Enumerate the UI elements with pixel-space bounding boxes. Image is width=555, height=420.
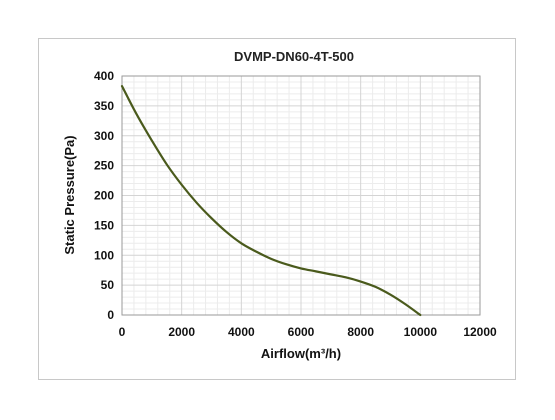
x-tick-label: 6000 bbox=[288, 325, 315, 339]
x-tick-label: 4000 bbox=[228, 325, 255, 339]
x-tick-label: 2000 bbox=[168, 325, 195, 339]
x-tick-label: 0 bbox=[119, 325, 126, 339]
y-tick-label: 0 bbox=[107, 308, 114, 322]
y-axis-ticks: 0 50 100 150 200 250 300 350 400 bbox=[94, 69, 114, 322]
y-tick-label: 350 bbox=[94, 99, 114, 113]
plot-area-border bbox=[121, 75, 481, 316]
x-axis-label: Airflow(m³/h) bbox=[261, 346, 341, 361]
y-tick-label: 50 bbox=[101, 278, 115, 292]
series-layer bbox=[120, 85, 422, 317]
y-tick-label: 100 bbox=[94, 248, 114, 262]
y-tick-label: 150 bbox=[94, 218, 114, 232]
x-tick-label: 12000 bbox=[463, 325, 497, 339]
x-tick-label: 8000 bbox=[347, 325, 374, 339]
y-tick-label: 250 bbox=[94, 159, 114, 173]
x-axis-ticks: 0 2000 4000 6000 8000 10000 12000 bbox=[119, 325, 497, 339]
y-tick-label: 400 bbox=[94, 69, 114, 83]
y-tick-label: 200 bbox=[94, 189, 114, 203]
x-tick-label: 10000 bbox=[404, 325, 438, 339]
series-line bbox=[120, 85, 422, 317]
chart-title: DVMP-DN60-4T-500 bbox=[234, 49, 354, 64]
y-axis-label: Static Pressure(Pa) bbox=[62, 135, 77, 254]
y-tick-label: 300 bbox=[94, 129, 114, 143]
